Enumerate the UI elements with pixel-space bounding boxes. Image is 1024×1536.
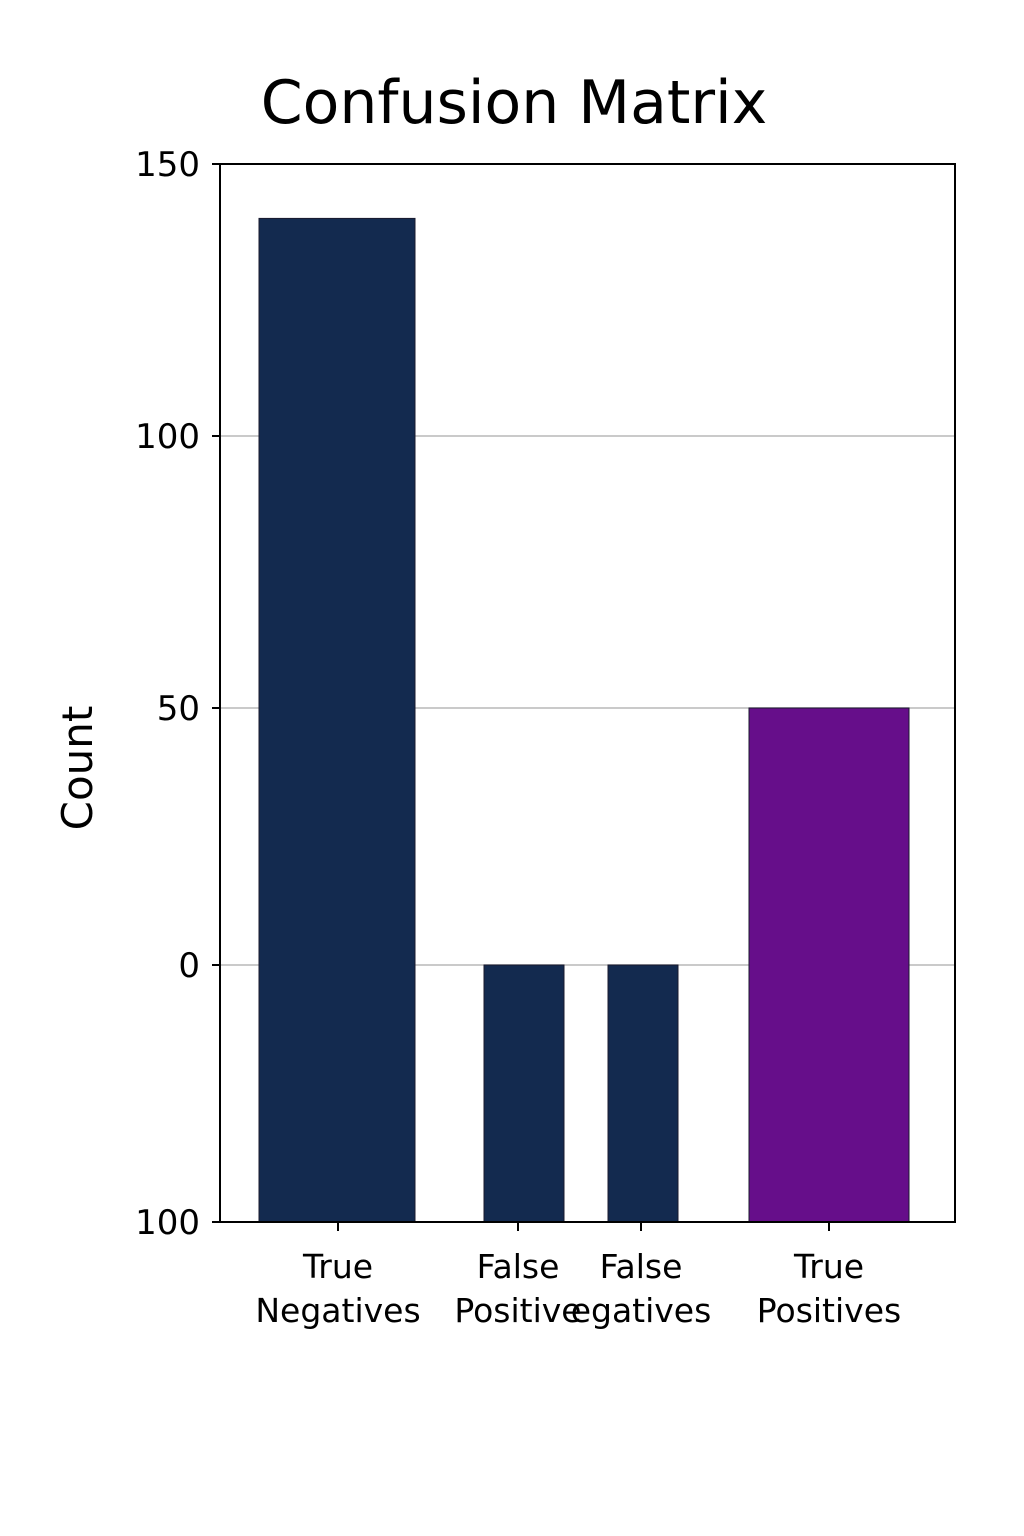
chart-title: Confusion Matrix [261, 68, 767, 138]
bar [607, 964, 679, 1223]
plot-frame [219, 163, 956, 1223]
bar [483, 964, 565, 1223]
y-tick-label: 100 [135, 417, 200, 457]
y-tick-label: 0 [178, 946, 200, 986]
y-axis-title: Count [53, 706, 102, 831]
bars [258, 217, 910, 1223]
x-tick-label: True Negatives [255, 1247, 420, 1330]
y-axis-ticks: 150 100 50 0 100 [135, 145, 220, 1243]
x-tick-label: False Positive [454, 1247, 581, 1330]
bar [258, 217, 416, 1223]
x-tick-label: False egatives [571, 1247, 712, 1330]
y-tick-label: 150 [135, 145, 200, 185]
y-tick-label: 50 [157, 689, 200, 729]
x-tick-label: True Positives [757, 1247, 901, 1330]
bar [748, 707, 910, 1223]
y-tick-label: 100 [135, 1203, 200, 1243]
